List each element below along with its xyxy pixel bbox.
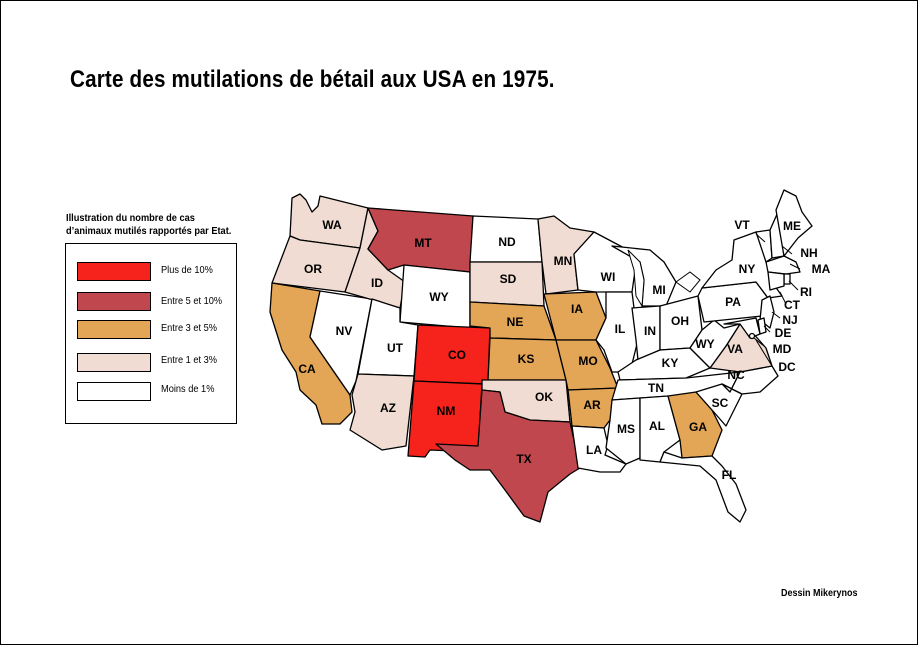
legend-swatch-1-3 (77, 353, 151, 372)
state-label-nv: NV (336, 324, 353, 338)
state-label-al: AL (649, 419, 665, 433)
state-label-mo: MO (578, 354, 597, 368)
state-label-wv: WY (695, 337, 714, 351)
state-label-ne: NE (507, 315, 524, 329)
legend-swatch-over-10 (77, 262, 151, 281)
state-label-in: IN (644, 324, 656, 338)
state-label-ut: UT (387, 341, 404, 355)
state-ri[interactable] (783, 273, 791, 285)
state-fl[interactable] (659, 451, 747, 523)
state-wv[interactable] (689, 319, 741, 369)
state-label-ca: CA (298, 362, 316, 376)
state-az[interactable] (349, 373, 415, 451)
state-label-az: AZ (380, 401, 396, 415)
state-label-de: DE (775, 326, 792, 340)
state-label-va: VA (727, 342, 743, 356)
legend-label-under-1: Moins de 1% (161, 383, 215, 395)
state-label-sc: SC (712, 396, 729, 410)
state-label-ms: MS (617, 422, 635, 436)
state-dc[interactable] (748, 332, 756, 340)
state-label-ia: IA (571, 302, 583, 316)
state-label-ri: RI (800, 285, 812, 299)
state-ct[interactable] (767, 271, 785, 291)
state-label-la: LA (586, 443, 602, 457)
state-label-ma: MA (812, 262, 831, 276)
state-label-nd: ND (498, 235, 516, 249)
state-label-wi: WI (601, 270, 616, 284)
state-label-ks: KS (518, 352, 535, 366)
state-label-nh: NH (800, 246, 817, 260)
map-title: Carte des mutilations de bétail aux USA … (70, 66, 555, 93)
state-label-wa: WA (322, 218, 342, 232)
state-label-ga: GA (689, 420, 707, 434)
state-label-nm: NM (437, 404, 456, 418)
legend-caption: Illustration du nombre de cas d’animaux … (66, 212, 232, 237)
state-label-id: ID (371, 276, 383, 290)
legend-label-over-10: Plus de 10% (161, 264, 213, 276)
legend-label-1-3: Entre 1 et 3% (161, 354, 217, 366)
state-label-or: OR (304, 262, 322, 276)
state-label-il: IL (615, 322, 626, 336)
state-label-oh: OH (671, 314, 689, 328)
state-label-fl: FL (722, 468, 737, 482)
state-sc[interactable] (695, 383, 743, 427)
state-me[interactable] (775, 189, 813, 257)
state-label-ar: AR (583, 398, 601, 412)
state-label-ky: KY (662, 356, 679, 370)
state-label-pa: PA (725, 295, 741, 309)
legend-swatch-3-5 (77, 320, 151, 339)
leader-lines (753, 233, 801, 367)
state-label-ct: CT (784, 298, 801, 312)
state-label-ok: OK (535, 390, 553, 404)
state-label-mn: MN (554, 254, 573, 268)
legend-swatch-under-1 (77, 382, 151, 401)
state-label-tn: TN (648, 381, 664, 395)
state-label-wy: WY (429, 290, 448, 304)
state-label-ny: NY (739, 262, 756, 276)
legend: Plus de 10% Entre 5 et 10% Entre 3 et 5%… (65, 243, 237, 424)
state-label-dc: DC (778, 360, 796, 374)
legend-label-5-10: Entre 5 et 10% (161, 295, 223, 307)
state-label-nj: NJ (782, 313, 797, 327)
state-label-me: ME (783, 219, 801, 233)
state-label-vt: VT (734, 218, 750, 232)
state-label-nc: NC (727, 368, 745, 382)
state-label-tx: TX (516, 452, 531, 466)
state-label-sd: SD (500, 272, 517, 286)
lake-michigan (627, 249, 645, 308)
credit: Dessin Mikerynos (781, 588, 858, 599)
legend-label-3-5: Entre 3 et 5% (161, 322, 217, 334)
state-tx[interactable] (435, 389, 581, 523)
state-labels: WA OR CA ID NV UT AZ MT WY CO NM ND SD NE KS OK TX MN IA MO… (298, 218, 830, 482)
state-label-md: MD (773, 342, 792, 356)
legend-swatch-5-10 (77, 292, 151, 311)
state-label-co: CO (448, 348, 466, 362)
lake-erie (675, 271, 701, 293)
state-label-mi: MI (652, 283, 665, 297)
state-ar[interactable] (567, 387, 619, 429)
state-label-mt: MT (414, 236, 432, 250)
